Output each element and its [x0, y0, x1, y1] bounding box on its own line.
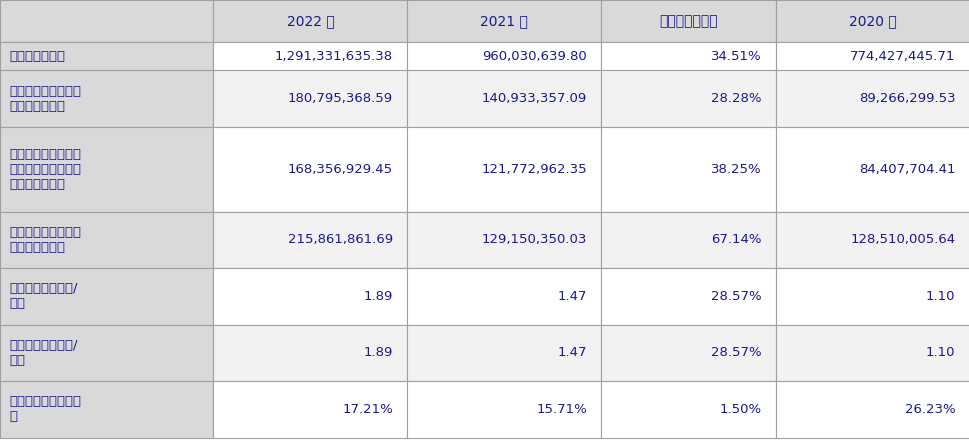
- Bar: [407, 212, 601, 268]
- Bar: [0, 381, 213, 438]
- Text: 28.28%: 28.28%: [710, 92, 761, 105]
- Bar: [0, 42, 213, 70]
- Bar: [775, 212, 969, 268]
- Bar: [0, 0, 213, 42]
- Text: 1.10: 1.10: [925, 347, 954, 359]
- Bar: [213, 381, 407, 438]
- Text: 121,772,962.35: 121,772,962.35: [481, 163, 586, 175]
- Bar: [407, 0, 601, 42]
- Bar: [407, 127, 601, 212]
- Text: 89,266,299.53: 89,266,299.53: [858, 92, 954, 105]
- Text: 34.51%: 34.51%: [710, 50, 761, 63]
- Bar: [601, 0, 775, 42]
- Bar: [601, 212, 775, 268]
- Text: 28.57%: 28.57%: [710, 290, 761, 303]
- Text: 67.14%: 67.14%: [710, 233, 761, 246]
- Text: 1.50%: 1.50%: [719, 403, 761, 416]
- Bar: [601, 70, 775, 127]
- Text: 1.10: 1.10: [925, 290, 954, 303]
- Text: 15.71%: 15.71%: [536, 403, 586, 416]
- Bar: [775, 70, 969, 127]
- Text: 168,356,929.45: 168,356,929.45: [288, 163, 392, 175]
- Bar: [213, 268, 407, 324]
- Text: 28.57%: 28.57%: [710, 347, 761, 359]
- Bar: [0, 127, 213, 212]
- Bar: [407, 70, 601, 127]
- Text: 归属于上市公司股东
的扣除非经常性损益
的净利润（元）: 归属于上市公司股东 的扣除非经常性损益 的净利润（元）: [10, 148, 81, 191]
- Text: 归属于上市公司股东
的净利润（元）: 归属于上市公司股东 的净利润（元）: [10, 84, 81, 113]
- Text: 本年比上年增减: 本年比上年增减: [659, 14, 717, 28]
- Bar: [0, 70, 213, 127]
- Bar: [213, 70, 407, 127]
- Text: 2021 年: 2021 年: [480, 14, 528, 28]
- Bar: [0, 212, 213, 268]
- Text: 1.89: 1.89: [363, 347, 392, 359]
- Bar: [775, 324, 969, 381]
- Bar: [775, 42, 969, 70]
- Bar: [407, 42, 601, 70]
- Text: 经营活动产生的现金
流量净额（元）: 经营活动产生的现金 流量净额（元）: [10, 226, 81, 254]
- Text: 1.47: 1.47: [557, 290, 586, 303]
- Text: 基本每股收益（元/
股）: 基本每股收益（元/ 股）: [10, 282, 78, 310]
- Text: 84,407,704.41: 84,407,704.41: [859, 163, 954, 175]
- Bar: [775, 381, 969, 438]
- Bar: [775, 0, 969, 42]
- Bar: [407, 381, 601, 438]
- Bar: [0, 268, 213, 324]
- Bar: [601, 381, 775, 438]
- Text: 加权平均净资产收益
率: 加权平均净资产收益 率: [10, 395, 81, 423]
- Bar: [601, 268, 775, 324]
- Text: 38.25%: 38.25%: [710, 163, 761, 175]
- Text: 128,510,005.64: 128,510,005.64: [850, 233, 954, 246]
- Text: 稀释每股收益（元/
股）: 稀释每股收益（元/ 股）: [10, 339, 78, 367]
- Bar: [213, 42, 407, 70]
- Bar: [407, 324, 601, 381]
- Bar: [601, 42, 775, 70]
- Bar: [213, 324, 407, 381]
- Bar: [213, 212, 407, 268]
- Text: 2022 年: 2022 年: [286, 14, 334, 28]
- Text: 215,861,861.69: 215,861,861.69: [288, 233, 392, 246]
- Text: 129,150,350.03: 129,150,350.03: [481, 233, 586, 246]
- Bar: [775, 268, 969, 324]
- Text: 1,291,331,635.38: 1,291,331,635.38: [274, 50, 392, 63]
- Bar: [601, 127, 775, 212]
- Text: 1.47: 1.47: [557, 347, 586, 359]
- Text: 774,427,445.71: 774,427,445.71: [849, 50, 954, 63]
- Bar: [0, 324, 213, 381]
- Text: 17.21%: 17.21%: [342, 403, 392, 416]
- Text: 1.89: 1.89: [363, 290, 392, 303]
- Text: 营业收入（元）: 营业收入（元）: [10, 50, 66, 63]
- Text: 2020 年: 2020 年: [848, 14, 896, 28]
- Text: 960,030,639.80: 960,030,639.80: [482, 50, 586, 63]
- Bar: [601, 324, 775, 381]
- Text: 140,933,357.09: 140,933,357.09: [481, 92, 586, 105]
- Text: 180,795,368.59: 180,795,368.59: [288, 92, 392, 105]
- Text: 26.23%: 26.23%: [904, 403, 954, 416]
- Bar: [775, 127, 969, 212]
- Bar: [407, 268, 601, 324]
- Bar: [213, 127, 407, 212]
- Bar: [213, 0, 407, 42]
